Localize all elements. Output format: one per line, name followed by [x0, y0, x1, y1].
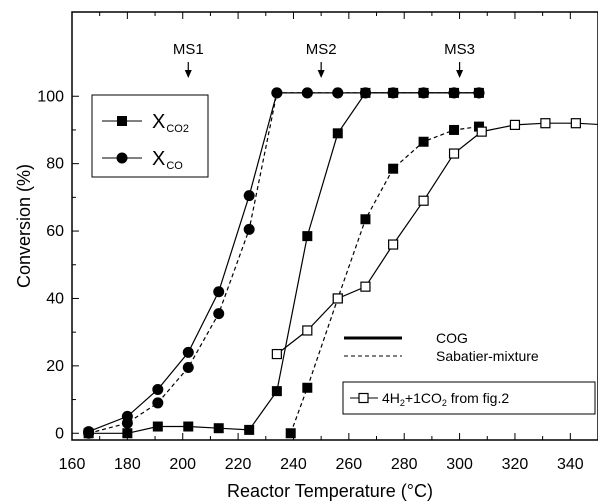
series-3-point — [83, 427, 95, 439]
series-2-point — [213, 286, 225, 298]
marker-legend-box — [91, 94, 209, 178]
series-3-point — [332, 87, 344, 99]
series-3-point — [243, 223, 255, 235]
x-tick-label: 240 — [280, 456, 307, 473]
series-4-point — [418, 195, 429, 206]
y-tick-label: 80 — [46, 156, 64, 173]
series-0-point — [302, 231, 313, 242]
series-layer — [83, 87, 598, 439]
series-3-point — [182, 362, 194, 374]
series-3-point — [271, 87, 283, 99]
y-tick-label: 40 — [46, 290, 64, 307]
series-3-point — [213, 308, 225, 320]
legend-ref-square-icon — [358, 392, 369, 404]
series-0-point — [183, 421, 194, 432]
legend-co2-square-icon — [117, 116, 127, 126]
series-3-point — [473, 87, 485, 99]
series-4-point — [388, 239, 399, 250]
series-3-point — [301, 87, 313, 99]
legend-cog-label: COG — [436, 330, 468, 346]
annotation-label: MS1 — [173, 41, 204, 58]
y-tick-label: 60 — [46, 223, 64, 240]
series-line-1 — [290, 126, 480, 434]
series-1-point — [360, 214, 371, 225]
series-1-point — [449, 124, 460, 135]
annotation-label: MS2 — [306, 41, 337, 58]
series-3-point — [359, 87, 371, 99]
series-4-point — [448, 148, 460, 159]
x-tick-label: 340 — [557, 456, 584, 473]
series-0-point — [244, 424, 255, 435]
y-tick-label: 0 — [55, 425, 64, 442]
y-tick-label: 20 — [46, 358, 64, 375]
series-1-point — [302, 382, 313, 393]
annotation-label: MS3 — [444, 41, 475, 58]
series-4-point — [332, 293, 343, 304]
series-3-point — [418, 87, 430, 99]
series-4-point — [570, 118, 581, 129]
series-3-point — [387, 87, 399, 99]
legend-sabatier-label: Sabatier-mixture — [436, 348, 539, 364]
x-tick-label: 280 — [391, 456, 418, 473]
annotation-arrow-head — [456, 70, 464, 78]
annotation-layer: MS1 MS2 MS3 — [173, 41, 475, 78]
series-4-point — [302, 325, 313, 336]
x-tick-label: 300 — [446, 456, 473, 473]
axis-layer: 160 180 200 220 240 260 280 300 320 340 0 20 40 60 80 1… — [37, 12, 584, 473]
series-1-point — [418, 136, 429, 147]
y-axis-label: Conversion (%) — [14, 164, 34, 288]
series-3-point — [121, 417, 133, 429]
legend-co2-label: XCO2 — [152, 111, 189, 135]
annotation-arrow-head — [184, 70, 192, 78]
series-2-point — [243, 190, 255, 202]
series-3-point — [448, 87, 460, 99]
series-0-point — [271, 386, 282, 397]
series-4-point — [476, 126, 487, 137]
series-1-point — [388, 163, 399, 174]
legend-ref-label: 4H2+1CO2 from fig.2 — [382, 390, 509, 408]
x-tick-label: 180 — [114, 456, 141, 473]
x-tick-label: 320 — [502, 456, 529, 473]
series-4-point — [360, 281, 371, 292]
series-line-4 — [276, 122, 598, 355]
series-1-point — [285, 428, 296, 439]
legend-co-label: XCO — [152, 148, 183, 172]
reference-legend-box — [342, 381, 596, 415]
plot-frame — [71, 11, 598, 441]
line-style-legend: COG Sabatier-mixture — [344, 330, 539, 364]
series-4-point — [540, 118, 551, 129]
y-tick-label: 100 — [37, 88, 64, 105]
x-axis-label: Reactor Temperature (°C) — [227, 481, 433, 501]
series-3-point — [152, 397, 164, 409]
x-tick-label: 220 — [225, 456, 252, 473]
x-tick-label: 160 — [59, 456, 86, 473]
series-2-point — [152, 383, 164, 395]
series-2-point — [182, 346, 194, 358]
legend-co-circle-icon — [116, 152, 128, 164]
series-0-point — [213, 423, 224, 434]
series-0-point — [332, 128, 343, 139]
series-0-point — [152, 421, 163, 432]
reference-legend: 4H2+1CO2 from fig.2 — [342, 381, 596, 415]
x-tick-label: 200 — [169, 456, 196, 473]
marker-legend: XCO2 XCO — [91, 94, 209, 178]
series-4-point — [271, 348, 282, 360]
x-tick-label: 260 — [335, 456, 362, 473]
annotation-arrow-head — [317, 70, 325, 78]
series-4-point — [509, 119, 521, 130]
